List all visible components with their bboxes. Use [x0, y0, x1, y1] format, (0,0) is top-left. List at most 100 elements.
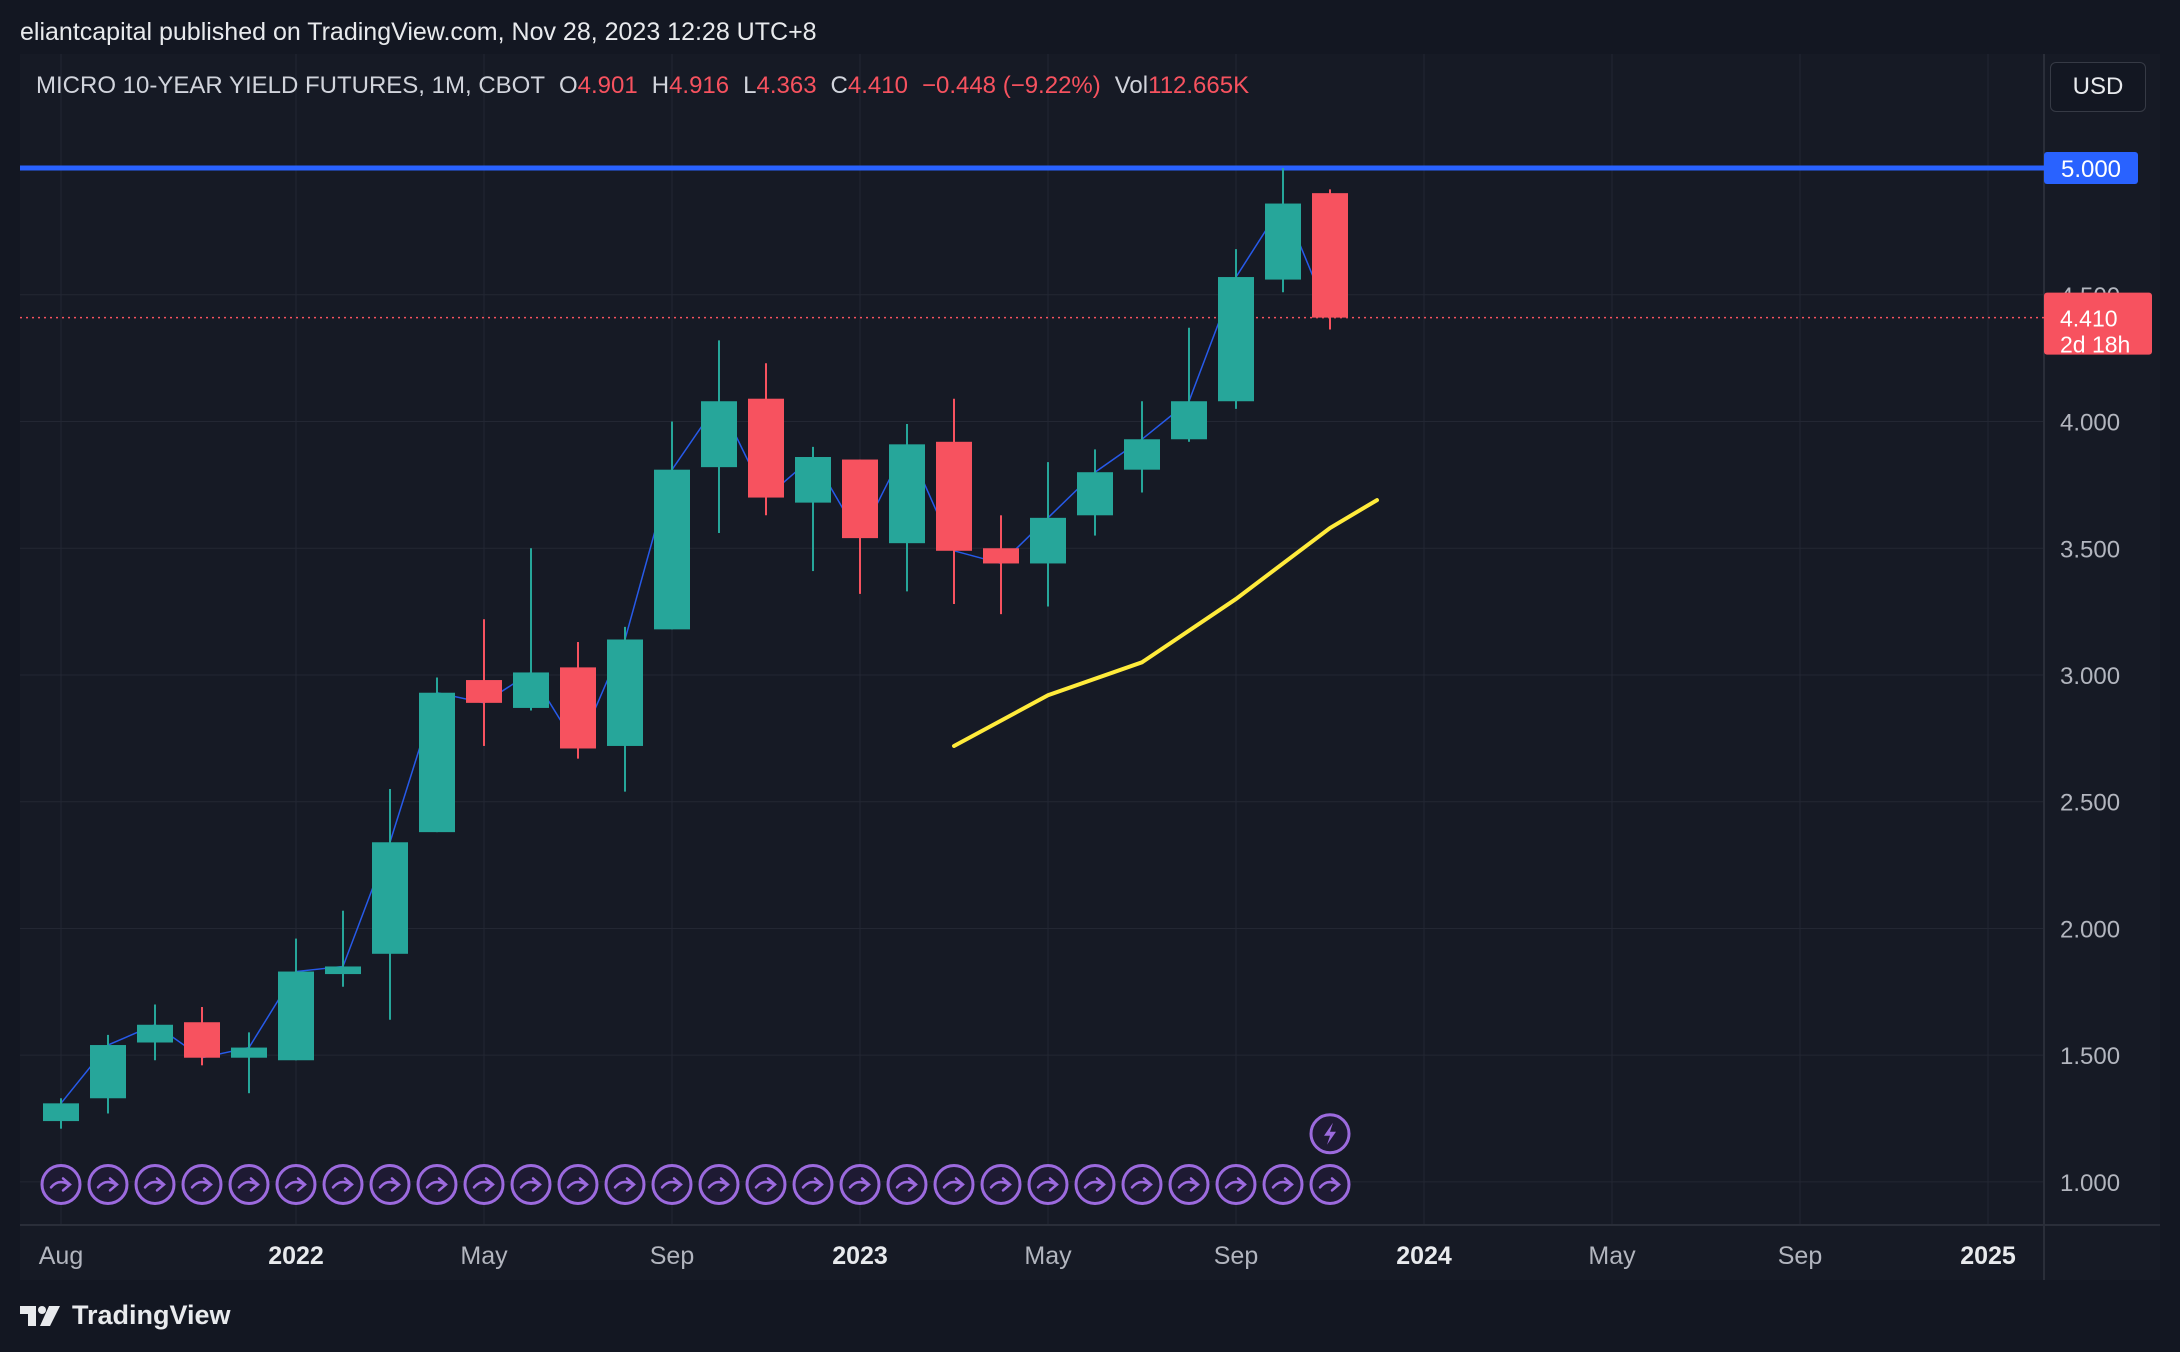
- event-arrow-icon: [1168, 1163, 1210, 1205]
- event-icon-arrow: [143, 1177, 166, 1192]
- legend-open-value: 4.901: [577, 72, 638, 99]
- event-icon-circle: [40, 1163, 82, 1205]
- event-icon-arrow: [613, 1177, 636, 1192]
- event-icon-circle: [134, 1163, 176, 1205]
- event-icon-circle: [745, 1163, 787, 1205]
- event-icon-arrow: [1036, 1177, 1059, 1192]
- event-arrow-icon: [1074, 1163, 1116, 1205]
- event-arrow-icon: [933, 1163, 975, 1205]
- event-icon-arrow: [848, 1177, 871, 1192]
- event-icon-circle: [228, 1163, 270, 1205]
- grid: [20, 54, 2044, 1225]
- last-price-countdown: 2d 18h: [2060, 332, 2130, 358]
- event-icon-circle: [1215, 1163, 1257, 1205]
- legend-low-value: 4.363: [756, 72, 817, 99]
- close-line: [60, 201, 1331, 1104]
- legend-change: −0.448 (−9.22%): [921, 72, 1101, 99]
- event-icon-circle: [275, 1163, 317, 1205]
- candle-body-up: [372, 842, 408, 954]
- event-arrow-icon: [416, 1163, 458, 1205]
- x-tick-label: May: [460, 1242, 508, 1270]
- event-arrow-icon: [228, 1163, 270, 1205]
- event-icon-circle: [1262, 1163, 1304, 1205]
- event-icon-arrow: [96, 1177, 119, 1192]
- candle-body-up: [419, 692, 455, 833]
- event-arrow-icon: [745, 1163, 787, 1205]
- candle-body-down: [184, 1022, 220, 1058]
- forecast-line: [952, 498, 1379, 748]
- x-tick-label: 2025: [1960, 1242, 2016, 1270]
- candle-body-up: [325, 966, 361, 975]
- event-arrow-icon: [181, 1163, 223, 1205]
- candle-body-up: [90, 1045, 126, 1099]
- event-icon-circle: [604, 1163, 646, 1205]
- event-arrow-icon: [87, 1163, 129, 1205]
- event-icon-arrow: [237, 1177, 260, 1192]
- event-icon-arrow: [754, 1177, 777, 1192]
- event-icon-arrow: [942, 1177, 965, 1192]
- last-price-label: 4.410: [2060, 306, 2118, 332]
- candle-body-up: [1030, 517, 1066, 564]
- publisher-line: eliantcapital published on TradingView.c…: [20, 18, 817, 46]
- legend-low-label: L: [743, 72, 757, 99]
- footer-logo[interactable]: TradingView: [20, 1300, 231, 1331]
- candle-body-up: [654, 469, 690, 630]
- event-icon-circle: [416, 1163, 458, 1205]
- event-arrow-icon: [1121, 1163, 1163, 1205]
- candle-body-down: [748, 398, 784, 498]
- y-tick-label: 2.000: [2060, 916, 2120, 943]
- y-tick-label: 3.500: [2060, 536, 2120, 563]
- candle-body-up: [278, 971, 314, 1061]
- event-arrow-icon: [1027, 1163, 1069, 1205]
- event-icon-arrow: [331, 1177, 354, 1192]
- event-icon-circle: [463, 1163, 505, 1205]
- event-arrow-icon: [792, 1163, 834, 1205]
- event-arrow-icon: [839, 1163, 881, 1205]
- x-tick-label: 2024: [1396, 1242, 1452, 1270]
- event-arrow-icon: [698, 1163, 740, 1205]
- event-icon-arrow: [49, 1177, 72, 1192]
- candle-body-up: [607, 639, 643, 746]
- event-icon-arrow: [1130, 1177, 1153, 1192]
- candle-body-down: [983, 548, 1019, 564]
- event-arrow-icon: [463, 1163, 505, 1205]
- footer-brand: TradingView: [72, 1300, 231, 1330]
- event-icon-circle: [651, 1163, 693, 1205]
- event-arrow-icon: [134, 1163, 176, 1205]
- y-tick-label: 3.000: [2060, 663, 2120, 690]
- candle-body-up: [1265, 203, 1301, 280]
- x-tick-label: May: [1024, 1242, 1072, 1270]
- event-icon-arrow: [989, 1177, 1012, 1192]
- event-icons: [40, 1113, 1351, 1205]
- axes: 1.0001.5002.0002.5003.0003.5004.0004.500…: [20, 54, 2160, 1280]
- event-icon-circle: [1121, 1163, 1163, 1205]
- candle-body-down: [466, 680, 502, 703]
- chart-legend: MICRO 10-YEAR YIELD FUTURES, 1M, CBOT O4.…: [36, 72, 1249, 100]
- event-icon-arrow: [660, 1177, 683, 1192]
- candle-body-up: [43, 1103, 79, 1122]
- series: [20, 165, 2044, 1129]
- event-arrow-icon: [1309, 1163, 1351, 1205]
- legend-high-value: 4.916: [669, 72, 730, 99]
- candle-body-up: [795, 457, 831, 503]
- event-icon-arrow: [1083, 1177, 1106, 1192]
- candle-body-up: [1124, 439, 1160, 470]
- event-icon-circle: [1309, 1163, 1351, 1205]
- x-tick-label: Sep: [1214, 1242, 1258, 1270]
- event-icon-arrow: [566, 1177, 589, 1192]
- candle-body-up: [889, 444, 925, 544]
- event-icon-circle: [1074, 1163, 1116, 1205]
- candle-body-up: [701, 401, 737, 468]
- event-icon-circle: [839, 1163, 881, 1205]
- y-tick-label: 1.000: [2060, 1170, 2120, 1197]
- event-icon-circle: [1027, 1163, 1069, 1205]
- candle-body-down: [936, 441, 972, 551]
- chart-frame[interactable]: [20, 54, 2160, 1280]
- legend-close-label: C: [830, 72, 848, 99]
- event-icon-arrow: [895, 1177, 918, 1192]
- currency-button[interactable]: USD: [2050, 62, 2146, 112]
- legend-symbol: MICRO 10-YEAR YIELD FUTURES, 1M, CBOT: [36, 72, 545, 99]
- event-icon-arrow: [1271, 1177, 1294, 1192]
